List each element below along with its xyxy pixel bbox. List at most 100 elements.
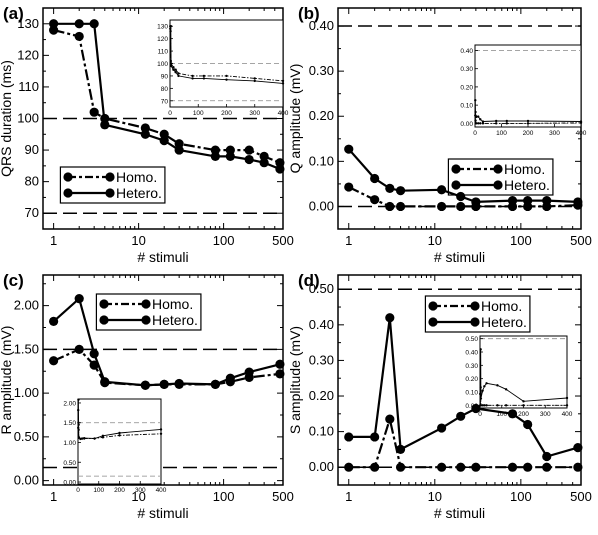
inset-data-point bbox=[281, 79, 285, 83]
inset-x-tick-label: 100 bbox=[193, 110, 204, 117]
inset-data-point bbox=[505, 122, 508, 125]
y-tick-label: 80 bbox=[25, 174, 39, 189]
legend: Homo.Hetero. bbox=[59, 166, 166, 204]
inset-data-point bbox=[83, 436, 86, 440]
y-tick-label: 120 bbox=[17, 47, 39, 62]
x-tick-label: 500 bbox=[570, 233, 592, 248]
data-point bbox=[344, 182, 354, 192]
inset-data-point bbox=[253, 77, 256, 80]
y-tick-label: 0.20 bbox=[309, 108, 334, 123]
y-tick-label: 90 bbox=[25, 142, 39, 157]
inset-data-point bbox=[281, 82, 285, 85]
legend-swatch-marker bbox=[451, 180, 461, 190]
legend-swatch-marker bbox=[105, 172, 115, 182]
x-tick-label: 1 bbox=[50, 233, 57, 248]
legend-entry: Hetero. bbox=[481, 314, 527, 330]
data-point bbox=[507, 195, 518, 206]
inset-x-tick-label: 400 bbox=[156, 487, 167, 494]
inset-data-point bbox=[253, 79, 256, 83]
x-tick-label: 100 bbox=[510, 489, 532, 504]
data-point bbox=[344, 432, 354, 442]
data-point bbox=[275, 359, 285, 369]
inset-data-point bbox=[177, 74, 180, 78]
inset-x-tick-label: 0 bbox=[478, 411, 482, 418]
data-point bbox=[437, 185, 447, 195]
legend: Homo.Hetero. bbox=[95, 293, 202, 331]
x-axis-label: # stimuli bbox=[434, 505, 485, 521]
y-tick-label: 70 bbox=[25, 205, 39, 220]
inset-data-point bbox=[159, 432, 163, 435]
x-tick-label: 500 bbox=[272, 489, 294, 504]
inset-x-tick-label: 200 bbox=[221, 110, 232, 117]
inset-data-point bbox=[496, 384, 499, 387]
data-point bbox=[523, 462, 533, 472]
x-axis-label: # stimuli bbox=[137, 249, 188, 265]
inset-data-point bbox=[481, 404, 484, 407]
x-tick-label: 1 bbox=[345, 489, 352, 504]
inset-data-point bbox=[174, 71, 177, 74]
panel-label: (d) bbox=[298, 271, 320, 290]
inset-data-point bbox=[225, 74, 228, 78]
inset-x-tick-label: 200 bbox=[518, 411, 529, 418]
inset-data-point bbox=[177, 72, 180, 75]
y-axis-label: Q amplitude (mV) bbox=[287, 64, 303, 174]
inset-data-point bbox=[474, 119, 477, 122]
data-point bbox=[542, 451, 552, 462]
inset-data-point bbox=[481, 120, 485, 123]
x-tick-label: 100 bbox=[213, 233, 235, 248]
inset-x-tick-label: 0 bbox=[473, 130, 477, 137]
x-tick-label: 500 bbox=[272, 233, 294, 248]
data-point bbox=[74, 294, 84, 304]
data-point bbox=[395, 201, 406, 212]
data-point bbox=[140, 380, 150, 390]
y-tick-label: 0.50 bbox=[309, 281, 334, 296]
x-tick-label: 10 bbox=[428, 489, 442, 504]
data-point bbox=[395, 186, 406, 196]
data-point bbox=[89, 19, 99, 29]
data-point bbox=[49, 356, 59, 366]
inset-data-point bbox=[80, 437, 84, 440]
inset-data-point bbox=[485, 404, 488, 407]
data-point bbox=[225, 145, 235, 155]
inset-y-tick-label: 90 bbox=[161, 73, 169, 80]
data-point bbox=[385, 183, 395, 194]
data-point bbox=[370, 462, 380, 472]
panel-2: 1 10 100 500 0.00 0.50 1.00 1.50 2.00 # stimuli R … bbox=[0, 271, 294, 521]
inset-data-point bbox=[169, 25, 173, 28]
y-tick-label: 1.50 bbox=[14, 341, 39, 356]
legend-entry: Homo. bbox=[504, 161, 545, 177]
inset-data-point bbox=[172, 68, 175, 71]
y-tick-label: 2.00 bbox=[14, 298, 39, 313]
x-tick-label: 10 bbox=[131, 489, 145, 504]
y-tick-label: 0.10 bbox=[309, 424, 334, 439]
inset-data-point bbox=[93, 437, 96, 440]
y-axis-label: S amplitude (mV) bbox=[287, 326, 303, 434]
inset-x-tick-label: 300 bbox=[540, 411, 551, 418]
series-line-Homo. bbox=[348, 414, 578, 469]
legend-swatch-marker bbox=[428, 301, 438, 311]
data-point bbox=[89, 349, 99, 359]
y-tick-label: 0.40 bbox=[309, 18, 334, 33]
y-tick-label: 0.40 bbox=[309, 317, 334, 332]
inset-frame bbox=[479, 335, 568, 409]
x-axis-label: # stimuli bbox=[137, 505, 188, 521]
data-point bbox=[542, 195, 552, 206]
x-tick-label: 10 bbox=[428, 233, 442, 248]
inset-y-tick-label: 120 bbox=[157, 36, 168, 43]
data-point bbox=[49, 316, 59, 326]
data-point bbox=[275, 369, 285, 379]
data-point bbox=[174, 378, 184, 389]
data-point bbox=[210, 151, 220, 161]
inset-data-point bbox=[172, 66, 175, 69]
data-point bbox=[385, 313, 395, 323]
y-axis-label: QRS duration (ms) bbox=[0, 60, 14, 177]
inset-data-point bbox=[479, 392, 482, 396]
inset-data-point bbox=[479, 122, 482, 125]
data-point bbox=[275, 158, 285, 168]
inset-data-point bbox=[476, 122, 480, 125]
x-tick-label: 1 bbox=[50, 489, 57, 504]
inset-data-point bbox=[526, 122, 530, 125]
data-point bbox=[225, 373, 235, 383]
legend-swatch-marker bbox=[428, 317, 438, 327]
